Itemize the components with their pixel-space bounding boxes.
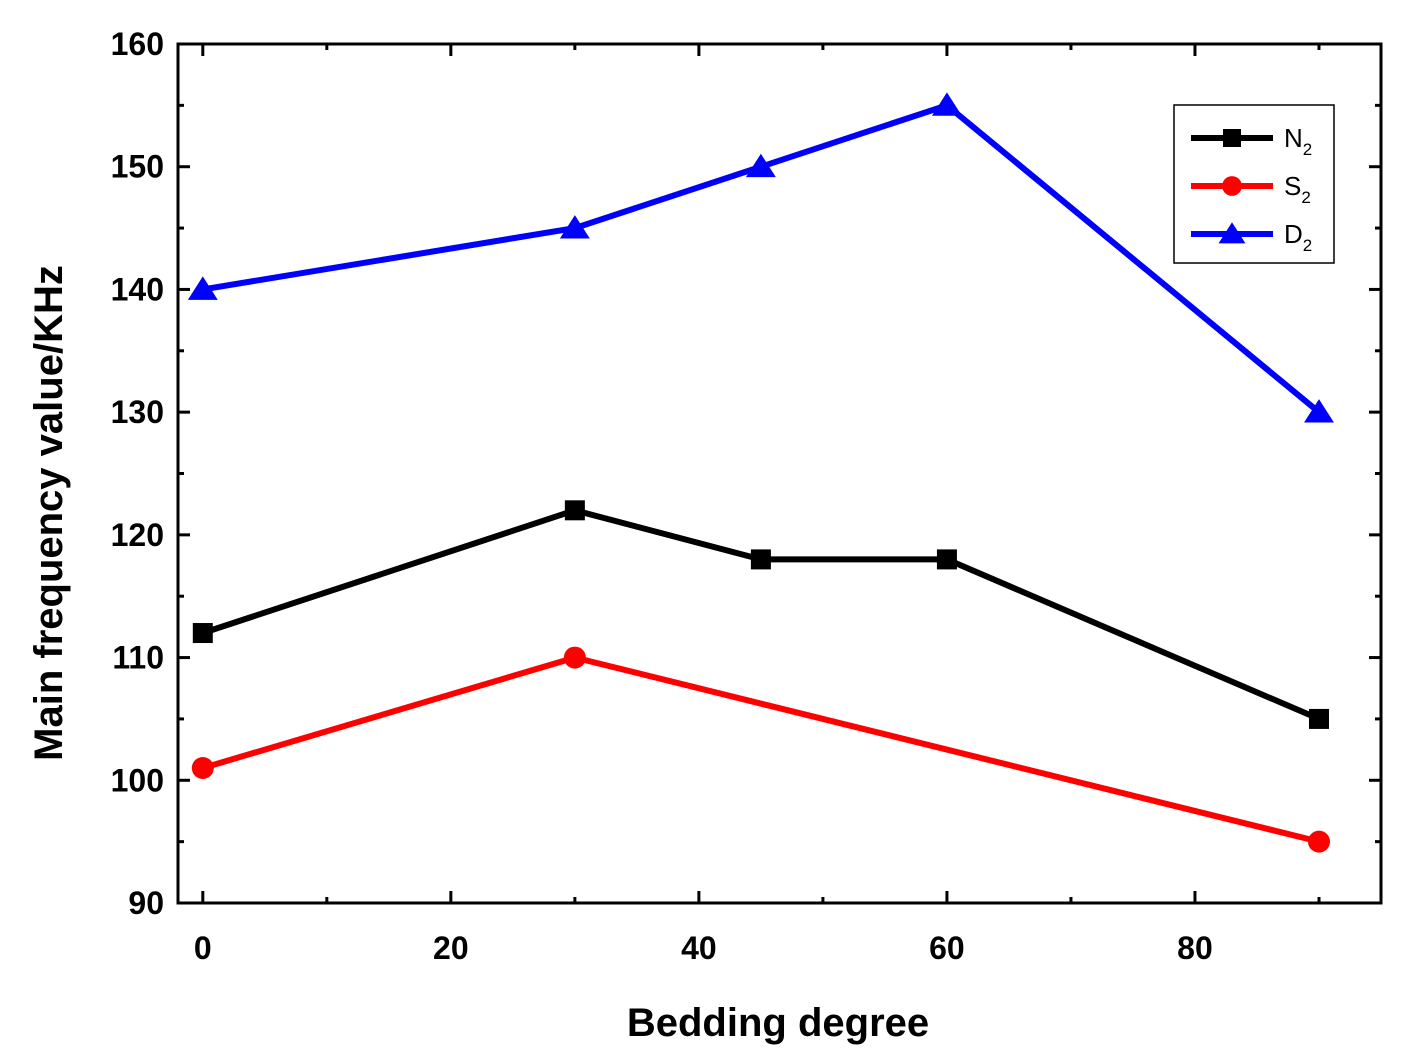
legend-marker-n2 xyxy=(1223,129,1241,147)
data-point-d2 xyxy=(1304,399,1334,423)
y-tick-label: 160 xyxy=(111,26,164,62)
x-axis-title: Bedding degree xyxy=(627,1001,929,1045)
data-point-d2 xyxy=(745,153,776,178)
series-d2 xyxy=(187,92,1334,423)
series-s2 xyxy=(191,646,1330,853)
x-tick-label: 0 xyxy=(194,930,212,966)
tick-labels-layer: 0 20 40 60 80 90 100 110 120 130 140 150 160 xyxy=(111,26,1213,966)
y-tick-label: 90 xyxy=(128,885,164,921)
series-line-n2 xyxy=(201,507,1321,722)
data-point-s2 xyxy=(563,646,586,669)
data-point-n2 xyxy=(192,623,213,644)
legend-label-subscript: 2 xyxy=(1301,188,1310,207)
x-tick-label: 60 xyxy=(929,930,965,966)
y-tick-label: 120 xyxy=(111,517,164,553)
data-point-s2 xyxy=(191,757,214,780)
y-tick-label: 150 xyxy=(111,149,164,185)
series-layer xyxy=(187,92,1334,853)
x-tick-label: 40 xyxy=(681,930,717,966)
legend-marker-d2 xyxy=(1218,222,1246,244)
y-tick-label: 140 xyxy=(111,271,164,307)
data-point-n2 xyxy=(564,500,585,521)
legend-label-subscript: 2 xyxy=(1303,236,1312,255)
x-tick-label: 80 xyxy=(1177,930,1213,966)
y-axis-title: Main frequency value/KHz xyxy=(27,265,71,761)
data-point-d2 xyxy=(931,92,962,116)
series-n2 xyxy=(192,500,1329,729)
series-line-s2 xyxy=(201,654,1320,845)
y-tick-label: 110 xyxy=(112,640,164,676)
series-line-d2 xyxy=(202,101,1321,415)
data-point-n2 xyxy=(1308,708,1329,729)
data-point-s2 xyxy=(1307,830,1330,853)
data-point-n2 xyxy=(936,549,957,570)
data-point-n2 xyxy=(750,549,771,570)
legend-label-subscript: 2 xyxy=(1303,140,1312,159)
y-tick-label: 130 xyxy=(111,394,164,430)
legend-marker-s2 xyxy=(1222,176,1242,196)
x-tick-label: 20 xyxy=(433,930,469,966)
y-tick-label: 100 xyxy=(111,762,164,798)
plot-frame xyxy=(176,42,1383,905)
data-point-d2 xyxy=(559,215,590,239)
data-point-d2 xyxy=(187,276,218,300)
